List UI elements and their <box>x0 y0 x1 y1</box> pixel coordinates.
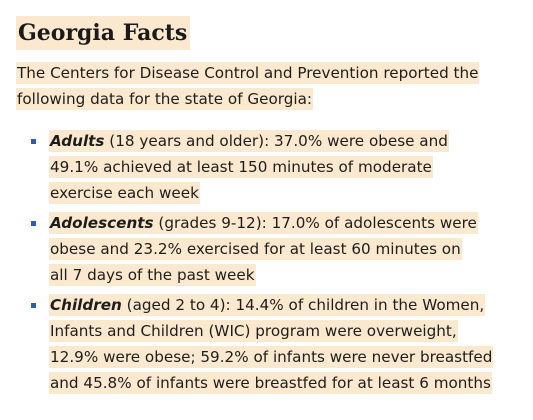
square-bullet-icon <box>31 139 36 144</box>
fact-term: Adults <box>50 132 105 150</box>
article-section: Georgia Facts The Centers for Disease Co… <box>16 16 521 400</box>
section-title: Georgia Facts <box>16 16 191 50</box>
square-bullet-icon <box>31 303 36 308</box>
list-item: Adults (18 years and older): 37.0% were … <box>16 128 479 206</box>
intro-paragraph: The Centers for Disease Control and Prev… <box>16 60 486 112</box>
fact-detail: (aged 2 to 4): 14.4% of children in the … <box>50 296 493 392</box>
fact-detail: (18 years and older): 37.0% were obese a… <box>50 132 448 202</box>
fact-text: Adults (18 years and older): 37.0% were … <box>49 130 449 204</box>
list-item: Children (aged 2 to 4): 14.4% of childre… <box>16 292 504 396</box>
fact-text: Children (aged 2 to 4): 14.4% of childre… <box>49 294 494 394</box>
fact-term: Children <box>50 296 122 314</box>
square-bullet-icon <box>31 221 36 226</box>
fact-text: Adolescents (grades 9-12): 17.0% of adol… <box>49 212 478 286</box>
intro-text: The Centers for Disease Control and Prev… <box>16 62 480 110</box>
list-item: Adolescents (grades 9-12): 17.0% of adol… <box>16 210 479 288</box>
fact-detail: (grades 9-12): 17.0% of adolescents were… <box>50 214 477 284</box>
fact-term: Adolescents <box>50 214 154 232</box>
facts-list: Adults (18 years and older): 37.0% were … <box>16 128 521 396</box>
